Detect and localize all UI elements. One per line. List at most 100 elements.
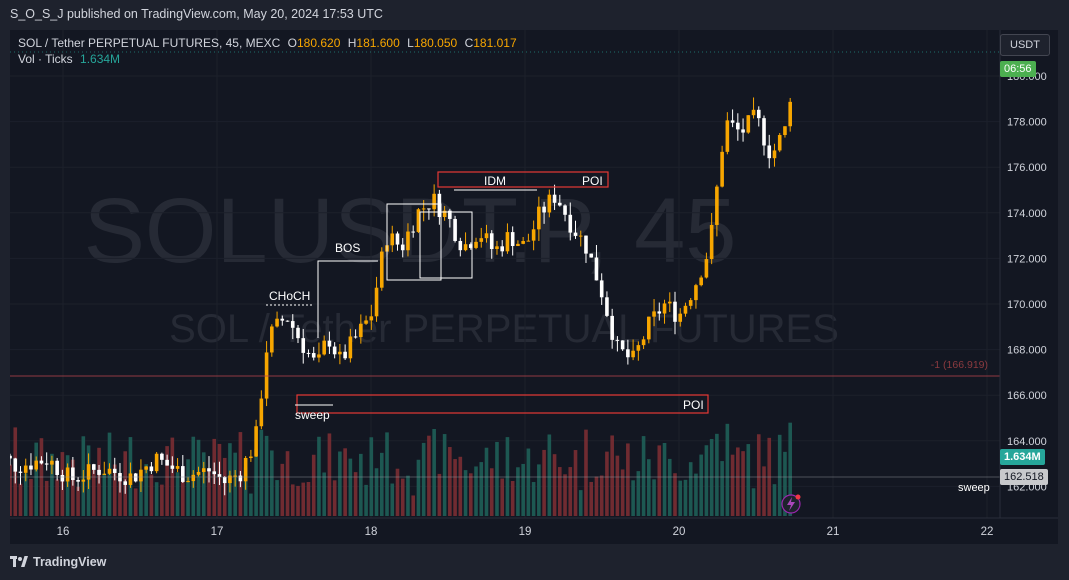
- volume-bar: [547, 434, 552, 516]
- volume-bar: [275, 480, 279, 516]
- candle: [495, 240, 499, 255]
- poi-zone-bottom[interactable]: [296, 394, 709, 414]
- poi-zone-top[interactable]: [437, 171, 609, 188]
- candle: [154, 452, 159, 474]
- candle: [432, 184, 436, 217]
- volume-bar: [201, 452, 206, 516]
- volume-bar: [552, 454, 557, 516]
- volume-bar: [154, 482, 159, 516]
- volume-bar: [353, 472, 358, 516]
- volume-bar: [317, 436, 321, 516]
- currency-button[interactable]: USDT: [1000, 34, 1050, 56]
- volume-bar: [657, 445, 662, 516]
- price-tick-label: 166.000: [1007, 390, 1047, 402]
- symbol-title[interactable]: SOL / Tether PERPETUAL FUTURES, 45, MEXC: [18, 36, 281, 50]
- candle: [683, 302, 688, 317]
- candle: [531, 220, 536, 251]
- candle: [71, 456, 75, 486]
- candle: [767, 134, 772, 169]
- tradingview-brand: TradingView: [33, 555, 107, 569]
- candle: [243, 456, 248, 490]
- volume-bar: [516, 467, 520, 516]
- structure-box-upper[interactable]: [386, 203, 442, 281]
- volume-bar: [531, 482, 536, 516]
- candle: [605, 291, 609, 318]
- structure-box-lower[interactable]: [419, 211, 473, 279]
- volume-bar: [584, 429, 588, 516]
- candle: [23, 458, 28, 482]
- volume-bar: [699, 454, 703, 516]
- candle: [411, 225, 415, 238]
- low-label: L: [407, 36, 414, 50]
- candle: [86, 453, 91, 489]
- candle: [563, 204, 567, 222]
- volume-bar: [249, 493, 253, 516]
- price-tick-label: 164.000: [1007, 436, 1047, 448]
- volume-bar: [160, 484, 164, 516]
- volume-bar: [741, 451, 745, 516]
- chart-area[interactable]: SOLUSDT.P, 45 SOL / Tether PERPETUAL FUT…: [10, 30, 1058, 544]
- candle: [212, 462, 217, 485]
- candle: [788, 97, 792, 132]
- price-chart[interactable]: SOLUSDT.P, 45 SOL / Tether PERPETUAL FUT…: [10, 30, 1058, 544]
- candle: [29, 453, 33, 476]
- price-axis[interactable]: 180.000178.000176.000174.000172.000170.0…: [1007, 71, 1047, 493]
- candles[interactable]: [10, 97, 792, 496]
- volume-bar: [71, 459, 75, 516]
- volume-bar: [605, 451, 609, 516]
- volume-bar: [683, 479, 688, 516]
- volume-bar: [463, 470, 468, 516]
- candle: [10, 453, 12, 466]
- candle: [578, 230, 583, 247]
- volume-bar: [411, 495, 415, 516]
- candle: [542, 201, 546, 224]
- price-tick-label: 170.000: [1007, 299, 1047, 311]
- lightning-icon[interactable]: [781, 494, 801, 514]
- volume-bar: [751, 488, 756, 516]
- idm-label: IDM: [484, 174, 506, 188]
- candle: [647, 316, 651, 344]
- volume-label[interactable]: Vol · Ticks: [18, 52, 73, 66]
- volume-bar: [18, 483, 23, 516]
- volume-bar: [144, 464, 148, 516]
- candle: [259, 390, 264, 430]
- candle: [338, 343, 342, 365]
- volume-bar: [23, 473, 28, 516]
- candle: [641, 336, 646, 350]
- time-tick-label: 21: [827, 526, 840, 538]
- high-label: H: [347, 36, 357, 50]
- candle: [107, 463, 112, 475]
- candle: [610, 308, 614, 349]
- volume-bar: [332, 480, 337, 516]
- tradingview-logo[interactable]: TradingView: [10, 555, 106, 569]
- candle: [505, 223, 510, 254]
- watermark-symbol: SOLUSDT.P, 45: [84, 180, 737, 282]
- candle: [275, 311, 279, 328]
- volume-bar: [647, 459, 651, 516]
- volume-bar: [694, 473, 698, 516]
- candle: [777, 133, 782, 153]
- candle: [81, 469, 86, 493]
- candle: [34, 456, 39, 472]
- low-value: 180.050: [413, 36, 458, 50]
- volume-bar: [526, 448, 531, 516]
- grid: [10, 30, 1000, 518]
- volume-bar: [432, 428, 436, 516]
- volume-bar: [55, 479, 59, 516]
- volume-bar: [667, 458, 672, 516]
- time-tick-label: 16: [57, 526, 70, 538]
- time-axis[interactable]: 16 17 18 19 20 21 22: [57, 526, 994, 538]
- volume-bar: [688, 462, 693, 516]
- volume-bar: [421, 442, 426, 516]
- bos-line[interactable]: [317, 260, 378, 338]
- volume-bar: [290, 484, 295, 516]
- publisher-header: S_O_S_J published on TradingView.com, Ma…: [0, 0, 1069, 30]
- volume-bar: [385, 432, 389, 516]
- candle: [657, 302, 662, 321]
- volume-bar: [338, 451, 342, 516]
- candle: [468, 242, 473, 250]
- volume-bar: [165, 446, 169, 516]
- candle: [97, 464, 101, 484]
- candle: [725, 112, 730, 155]
- volume-bar: [720, 461, 724, 516]
